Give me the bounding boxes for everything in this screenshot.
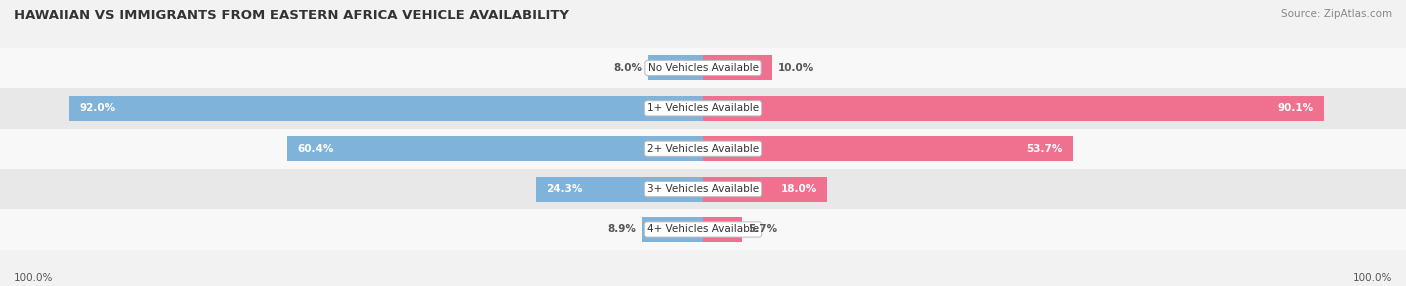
Bar xyxy=(703,176,827,202)
Bar xyxy=(69,96,703,121)
Text: 1+ Vehicles Available: 1+ Vehicles Available xyxy=(647,103,759,113)
Text: 92.0%: 92.0% xyxy=(79,103,115,113)
Bar xyxy=(648,55,703,80)
Bar xyxy=(0,88,1406,128)
Text: Source: ZipAtlas.com: Source: ZipAtlas.com xyxy=(1281,9,1392,19)
Bar xyxy=(703,136,1073,161)
Text: 100.0%: 100.0% xyxy=(14,273,53,283)
Text: No Vehicles Available: No Vehicles Available xyxy=(648,63,758,73)
Text: 3+ Vehicles Available: 3+ Vehicles Available xyxy=(647,184,759,194)
Bar xyxy=(0,209,1406,250)
Bar xyxy=(703,96,1324,121)
Text: 8.0%: 8.0% xyxy=(613,63,643,73)
Bar xyxy=(536,176,703,202)
Text: 8.9%: 8.9% xyxy=(607,225,636,235)
Bar xyxy=(0,48,1406,88)
Bar xyxy=(703,55,772,80)
Bar xyxy=(287,136,703,161)
Text: HAWAIIAN VS IMMIGRANTS FROM EASTERN AFRICA VEHICLE AVAILABILITY: HAWAIIAN VS IMMIGRANTS FROM EASTERN AFRI… xyxy=(14,9,569,21)
Text: 24.3%: 24.3% xyxy=(546,184,582,194)
Text: 90.1%: 90.1% xyxy=(1278,103,1313,113)
Text: 10.0%: 10.0% xyxy=(778,63,814,73)
Text: 4+ Vehicles Available: 4+ Vehicles Available xyxy=(647,225,759,235)
Text: 100.0%: 100.0% xyxy=(1353,273,1392,283)
Text: 60.4%: 60.4% xyxy=(297,144,333,154)
Text: 5.7%: 5.7% xyxy=(748,225,778,235)
Text: 2+ Vehicles Available: 2+ Vehicles Available xyxy=(647,144,759,154)
Text: 18.0%: 18.0% xyxy=(780,184,817,194)
Text: 53.7%: 53.7% xyxy=(1026,144,1063,154)
Bar xyxy=(0,128,1406,169)
Bar xyxy=(703,217,742,242)
Bar xyxy=(641,217,703,242)
Bar xyxy=(0,169,1406,209)
